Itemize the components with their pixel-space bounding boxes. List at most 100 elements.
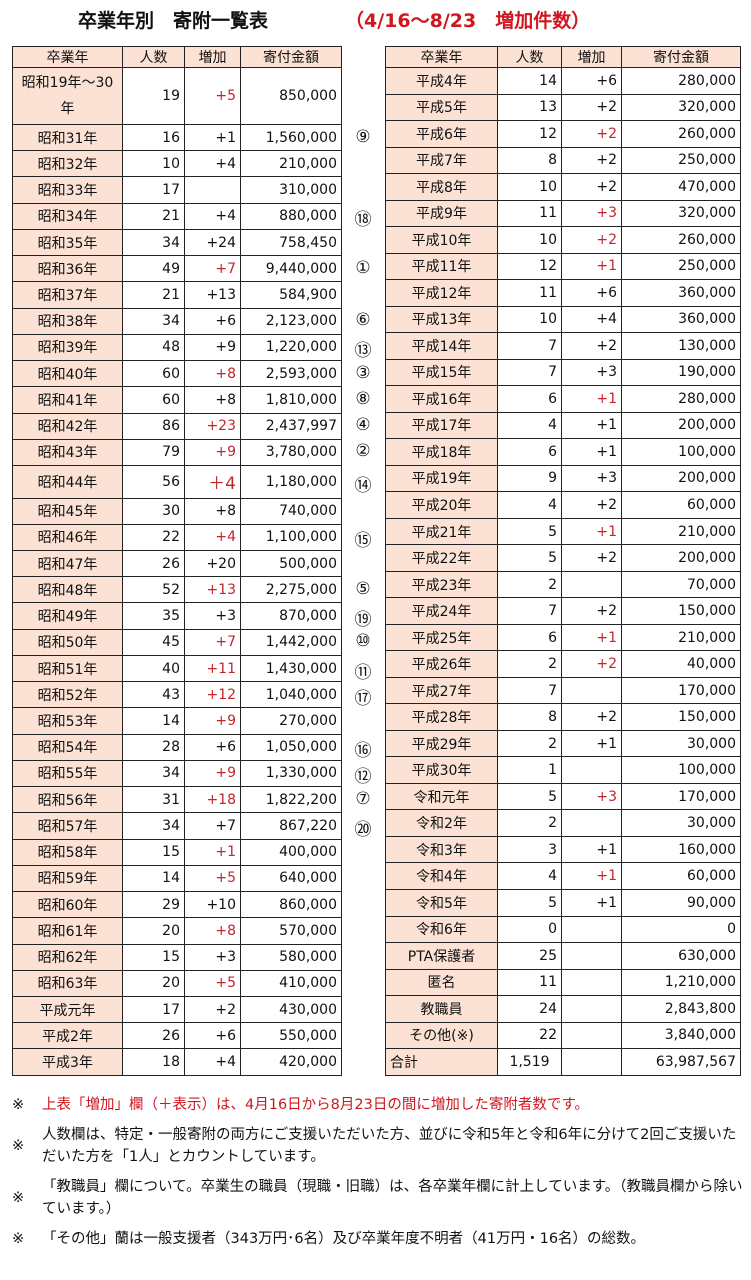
count-cell: 14 bbox=[122, 707, 185, 735]
amount-cell: 360,000 bbox=[621, 305, 741, 334]
amount-cell: 2,843,800 bbox=[621, 995, 741, 1023]
amount-cell: 580,000 bbox=[240, 943, 342, 971]
amount-cell: 30,000 bbox=[621, 729, 741, 758]
table-row: 平成18年 6 +1 100,000 bbox=[385, 438, 741, 466]
year-cell: 平成3年 bbox=[12, 1048, 123, 1076]
increase-cell: +1 bbox=[184, 838, 241, 866]
year-cell: 昭和37年 bbox=[12, 281, 123, 309]
count-cell: 8 bbox=[497, 703, 562, 731]
amount-cell: 2,123,000 bbox=[240, 307, 342, 335]
increase-cell: +7 bbox=[184, 628, 241, 656]
rank-badge: ① bbox=[355, 257, 371, 278]
donation-table-right: 卒業年 人数 増加 寄付金額 平成4年 14 +6 280,000 平成5年 13 +2 32… bbox=[385, 46, 741, 1076]
table-row: 平成4年 14 +6 280,000 bbox=[385, 67, 741, 95]
year-cell: 平成23年 bbox=[385, 570, 498, 599]
table-row: 平成6年 12 +2 260,000 bbox=[385, 120, 741, 148]
increase-cell: +2 bbox=[561, 93, 622, 122]
increase-cell: +20 bbox=[184, 549, 241, 578]
year-cell: 平成15年 bbox=[385, 358, 498, 387]
year-cell: 昭和38年 bbox=[12, 307, 123, 335]
increase-cell: +1 bbox=[561, 623, 622, 652]
table-row: 昭和31年 16 +1 1,560,000 bbox=[12, 123, 342, 152]
amount-cell: 130,000 bbox=[621, 332, 741, 360]
count-cell: 5 bbox=[497, 544, 562, 572]
count-cell: 34 bbox=[122, 759, 185, 788]
table-row: 令和4年 4 +1 60,000 bbox=[385, 862, 741, 890]
increase-cell: +9 bbox=[184, 333, 241, 362]
year-cell: 令和6年 bbox=[385, 915, 498, 944]
increase-cell bbox=[184, 176, 241, 204]
count-cell: 21 bbox=[122, 281, 185, 309]
count-cell: 14 bbox=[122, 864, 185, 893]
increase-cell bbox=[561, 570, 622, 599]
rank-badge: ⑮ bbox=[354, 531, 372, 552]
increase-cell: +2 bbox=[561, 544, 622, 572]
increase-cell: +8 bbox=[184, 360, 241, 388]
note-text: 「その他」蘭は一般支援者（343万円･6名）及び卒業年度不明者（41万円・16名… bbox=[42, 1231, 646, 1247]
amount-cell: 170,000 bbox=[621, 782, 741, 811]
count-cell: 9 bbox=[497, 464, 562, 493]
rank-badge: ⑨ bbox=[355, 126, 371, 147]
footnotes: ※ 上表「増加」欄（＋表示）は、4月16日から8月23日の間に増加した寄附者数です… bbox=[12, 1094, 747, 1258]
count-cell: 2 bbox=[497, 809, 562, 837]
header-amount: 寄付金額 bbox=[621, 46, 741, 68]
total-label: 合計 bbox=[385, 1048, 498, 1076]
table-row: 昭和36年 49 +7 9,440,000 bbox=[12, 255, 342, 283]
year-cell: 匿名 bbox=[385, 968, 498, 997]
amount-cell: 1,050,000 bbox=[240, 733, 342, 761]
table-row: 昭和49年 35 +3 870,000 bbox=[12, 602, 342, 630]
count-cell: 7 bbox=[497, 358, 562, 387]
rank-badge: ⑱ bbox=[354, 210, 372, 231]
rank-badge: ⑩ bbox=[355, 631, 371, 652]
amount-cell: 40,000 bbox=[621, 650, 741, 678]
table-row: 昭和45年 30 +8 740,000 bbox=[12, 497, 342, 525]
amount-cell: 420,000 bbox=[240, 1048, 342, 1076]
increase-cell: +12 bbox=[184, 681, 241, 709]
count-cell: 31 bbox=[122, 786, 185, 814]
increase-cell: +4 bbox=[561, 305, 622, 334]
table-row: 平成29年 2 +1 30,000 bbox=[385, 729, 741, 758]
year-cell: 昭和39年 bbox=[12, 333, 123, 362]
amount-cell: 100,000 bbox=[621, 438, 741, 466]
count-cell: 24 bbox=[497, 995, 562, 1023]
increase-cell: +6 bbox=[561, 67, 622, 95]
table-row: 平成7年 8 +2 250,000 bbox=[385, 146, 741, 175]
increase-cell bbox=[561, 809, 622, 837]
year-cell: 昭和51年 bbox=[12, 654, 123, 683]
count-cell: 30 bbox=[122, 497, 185, 525]
table-row: 平成22年 5 +2 200,000 bbox=[385, 544, 741, 572]
amount-cell: 1,210,000 bbox=[621, 968, 741, 997]
year-cell: 昭和19年～30年 bbox=[12, 67, 123, 125]
year-cell: 令和3年 bbox=[385, 835, 498, 864]
count-cell: 10 bbox=[497, 305, 562, 334]
table-row: 昭和43年 79 +9 3,780,000 bbox=[12, 438, 342, 467]
count-cell: 12 bbox=[497, 120, 562, 148]
year-cell: 昭和53年 bbox=[12, 707, 123, 735]
amount-cell: 210,000 bbox=[240, 150, 342, 178]
table-row: 平成11年 12 +1 250,000 bbox=[385, 252, 741, 281]
count-cell: 34 bbox=[122, 228, 185, 257]
count-cell: 16 bbox=[122, 123, 185, 152]
table-row: 平成15年 7 +3 190,000 bbox=[385, 358, 741, 387]
table-row: 平成17年 4 +1 200,000 bbox=[385, 411, 741, 440]
table-row: 平成14年 7 +2 130,000 bbox=[385, 332, 741, 360]
increase-cell: +9 bbox=[184, 707, 241, 735]
amount-cell: 360,000 bbox=[621, 279, 741, 307]
increase-cell: +2 bbox=[561, 226, 622, 254]
increase-cell: +1 bbox=[561, 862, 622, 890]
year-cell: 昭和41年 bbox=[12, 386, 123, 414]
amount-cell: 1,330,000 bbox=[240, 759, 342, 788]
footnote: ※ 「教職員」欄について。卒業生の職員（現職・旧職）は、各卒業年欄に計上しています… bbox=[12, 1176, 747, 1220]
amount-cell: 1,810,000 bbox=[240, 386, 342, 414]
amount-cell: 190,000 bbox=[621, 358, 741, 387]
increase-cell: +5 bbox=[184, 969, 241, 997]
increase-cell: +8 bbox=[184, 386, 241, 414]
increase-cell: +13 bbox=[184, 281, 241, 309]
header-amount: 寄付金額 bbox=[240, 46, 342, 68]
year-cell: 平成20年 bbox=[385, 491, 498, 519]
increase-cell: +3 bbox=[184, 943, 241, 971]
rank-badge: ⑲ bbox=[354, 610, 372, 631]
count-cell: 48 bbox=[122, 333, 185, 362]
table-row: 昭和46年 22 +4 1,100,000 bbox=[12, 523, 342, 552]
rank-badge: ⑬ bbox=[354, 341, 372, 362]
